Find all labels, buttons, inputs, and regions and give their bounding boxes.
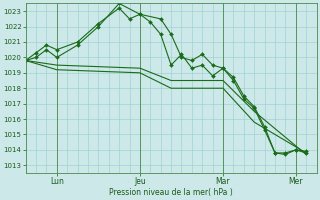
X-axis label: Pression niveau de la mer( hPa ): Pression niveau de la mer( hPa ) [109, 188, 233, 197]
